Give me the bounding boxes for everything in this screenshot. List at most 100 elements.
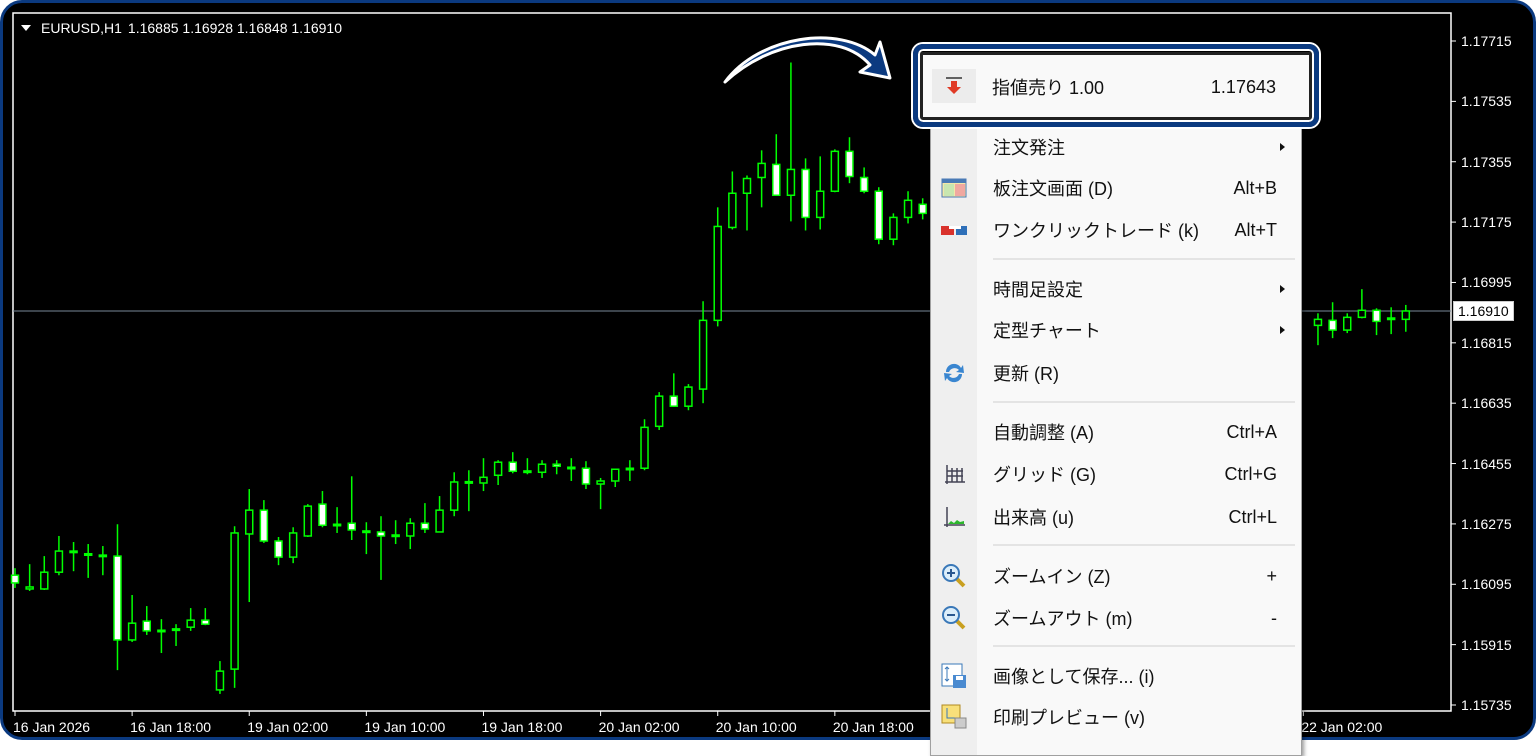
candle-body — [610, 468, 620, 482]
candle-body — [669, 395, 679, 407]
menu-item-save-as-picture[interactable]: 画像として保存... (i) — [931, 658, 1301, 694]
print-preview-icon — [941, 704, 967, 729]
candle — [537, 460, 547, 478]
candle-body — [889, 216, 898, 240]
menu-item-print-preview[interactable]: 印刷プレビュー (v) — [931, 699, 1301, 735]
candle — [552, 460, 561, 475]
candle — [713, 207, 722, 327]
menu-item-depth-of-market[interactable]: 板注文画面 (D) Alt+B — [931, 170, 1301, 206]
candle — [83, 544, 93, 578]
dropdown-triangle-icon[interactable] — [21, 25, 31, 31]
candle-body — [171, 628, 181, 632]
menu-icon-gutter — [931, 57, 977, 755]
candle-body — [640, 426, 649, 469]
candle-body — [728, 192, 737, 229]
candle — [845, 137, 854, 184]
candle — [201, 608, 210, 626]
menu-item-one-click-trading[interactable]: ワンクリックトレード (k) Alt+T — [931, 212, 1301, 248]
candle — [772, 134, 781, 197]
candle-body — [845, 150, 854, 178]
candle — [69, 542, 78, 572]
plot-area-border — [12, 12, 1452, 712]
time-axis-label: 20 Jan 02:00 — [598, 719, 680, 735]
candle-body — [127, 622, 137, 641]
candle — [347, 476, 356, 541]
candle-body — [259, 509, 269, 542]
candle — [596, 477, 605, 510]
menu-item-zoom-in[interactable]: ズームイン (Z) + — [931, 558, 1301, 594]
candle-body — [142, 620, 152, 632]
menu-item-templates[interactable]: 定型チャート — [931, 312, 1301, 348]
chart-header: EURUSD,H1 1.16885 1.16928 1.16848 1.1691… — [21, 20, 342, 36]
menu-item-volumes[interactable]: 出来高 (u) Ctrl+L — [931, 499, 1301, 535]
sell-limit-arrow-icon — [932, 69, 976, 103]
price-axis-label: 1.16455 — [1461, 455, 1512, 472]
highlighted-menu-panel — [920, 52, 1312, 120]
candle-body — [918, 203, 927, 215]
menu-item-place-order[interactable]: 注文発注 — [931, 129, 1301, 165]
candle — [54, 535, 64, 576]
candle — [332, 507, 342, 533]
candle-body — [406, 522, 415, 537]
candle — [786, 62, 796, 222]
candle-body — [362, 530, 371, 534]
candle-body — [786, 168, 796, 197]
menu-label: 画像として保存... (i) — [993, 667, 1155, 687]
candle — [435, 496, 444, 533]
candle — [1386, 307, 1396, 335]
candle — [815, 156, 825, 230]
menu-separator — [993, 258, 1295, 260]
menu-label: 自動調整 (A) — [993, 423, 1094, 443]
candle — [259, 500, 269, 544]
candle-body — [684, 386, 693, 407]
zoom-out-icon — [941, 606, 967, 630]
candle — [801, 158, 810, 231]
price-chart[interactable] — [3, 3, 1536, 740]
menu-label: ズームイン (Z) — [993, 567, 1111, 587]
candle — [479, 458, 488, 492]
menu-item-zoom-out[interactable]: ズームアウト (m) - — [931, 600, 1301, 636]
candle-body — [244, 509, 254, 535]
menu-shortcut: Ctrl+A — [1226, 421, 1277, 442]
time-axis-label: 22 Jan 02:00 — [1301, 719, 1383, 735]
candle-body — [1342, 316, 1352, 331]
candle — [874, 187, 884, 245]
candle-body — [698, 319, 708, 390]
candle — [1401, 304, 1411, 332]
menu-shortcut: Alt+T — [1234, 219, 1277, 240]
candle-body — [464, 480, 474, 484]
candle — [1313, 313, 1323, 346]
symbol-timeframe: EURUSD,H1 — [41, 20, 122, 36]
candle-body — [332, 523, 342, 527]
menu-item-grid[interactable]: グリッド (G) Ctrl+G — [931, 456, 1301, 492]
candle-body — [1357, 309, 1367, 319]
menu-item-auto-scroll[interactable]: 自動調整 (A) Ctrl+A — [931, 414, 1301, 450]
grid-icon — [941, 462, 967, 486]
candle-body — [654, 395, 664, 428]
candle-body — [157, 629, 166, 633]
menu-separator — [993, 401, 1295, 403]
menu-item-refresh[interactable]: 更新 (R) — [931, 355, 1301, 391]
price-axis-label: 1.16995 — [1461, 274, 1512, 291]
menu-label: グリッド (G) — [993, 465, 1096, 485]
candle — [640, 419, 649, 471]
menu-label: 印刷プレビュー (v) — [993, 708, 1145, 728]
time-axis-label: 20 Jan 10:00 — [715, 719, 797, 735]
candle-body — [493, 461, 503, 477]
menu-item-sell-limit[interactable]: 指値売り 1.00 1.17643 — [930, 69, 1300, 105]
candle-body — [230, 532, 239, 670]
candle-body — [874, 190, 884, 240]
price-axis-label: 1.16275 — [1461, 515, 1512, 532]
price-axis-label: 1.16635 — [1461, 395, 1512, 412]
candle — [859, 167, 869, 194]
candle — [610, 468, 620, 488]
menu-item-timeframes[interactable]: 時間足設定 — [931, 271, 1301, 307]
sell-limit-price: 1.17643 — [1210, 76, 1276, 97]
candle — [903, 191, 913, 224]
candle-body — [508, 461, 518, 473]
submenu-arrow-icon — [1280, 285, 1285, 293]
current-price-label: 1.16910 — [1453, 300, 1514, 321]
candle — [274, 536, 283, 566]
candle-body — [742, 177, 752, 195]
candle-body — [274, 540, 283, 558]
